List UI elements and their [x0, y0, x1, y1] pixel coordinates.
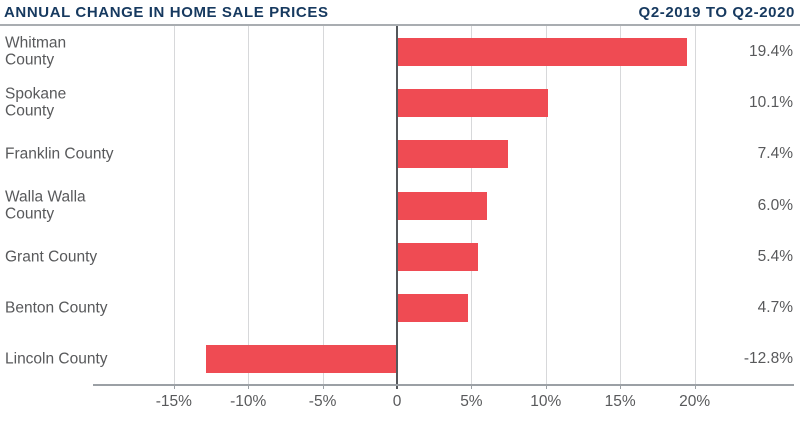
gridline: [173, 26, 175, 385]
gridline: [620, 26, 622, 385]
gridline: [248, 26, 250, 385]
bar: [398, 242, 479, 271]
category-label: Franklin County: [5, 145, 114, 163]
x-axis-tick-label: 20%: [679, 393, 711, 410]
x-axis-tick-label: 0: [392, 393, 402, 410]
gridline: [545, 26, 547, 385]
category-label: Whitman County: [5, 34, 67, 69]
zero-baseline: [396, 26, 398, 385]
bar: [398, 88, 549, 117]
bar: [205, 345, 396, 374]
axis-tick: [620, 385, 622, 389]
axis-tick: [396, 385, 398, 389]
value-label: 6.0%: [757, 196, 793, 214]
axis-tick: [471, 385, 473, 389]
x-axis-tick-label: -10%: [230, 393, 267, 410]
title-divider: [0, 24, 800, 26]
chart-subtitle-period: Q2-2019 TO Q2-2020: [638, 4, 795, 21]
value-label: 7.4%: [757, 145, 793, 163]
axis-tick: [248, 385, 250, 389]
bar: [398, 294, 468, 323]
bar: [398, 140, 509, 169]
axis-tick: [694, 385, 696, 389]
x-axis-tick-label: 10%: [530, 393, 562, 410]
axis-tick: [545, 385, 547, 389]
value-label: 5.4%: [757, 247, 793, 265]
x-axis-line: [93, 384, 794, 386]
value-label: 10.1%: [749, 93, 793, 111]
axis-tick: [322, 385, 324, 389]
category-label: Lincoln County: [5, 350, 108, 368]
gridline: [694, 26, 696, 385]
gridline: [322, 26, 324, 385]
axis-tick: [173, 385, 175, 389]
bar: [398, 191, 488, 220]
chart-title: ANNUAL CHANGE IN HOME SALE PRICES: [4, 4, 329, 21]
category-label: Grant County: [5, 248, 98, 266]
category-label: Benton County: [5, 299, 108, 317]
value-label: -12.8%: [743, 350, 793, 368]
value-label: 19.4%: [749, 42, 793, 60]
x-axis-tick-label: 15%: [604, 393, 636, 410]
bar: [398, 37, 687, 66]
category-label: Spokane County: [5, 85, 67, 120]
category-label: Walla Walla County: [5, 188, 86, 223]
value-label: 4.7%: [757, 299, 793, 317]
x-axis-tick-label: -5%: [308, 393, 337, 410]
x-axis-tick-label: -15%: [155, 393, 192, 410]
x-axis-tick-label: 5%: [460, 393, 483, 410]
